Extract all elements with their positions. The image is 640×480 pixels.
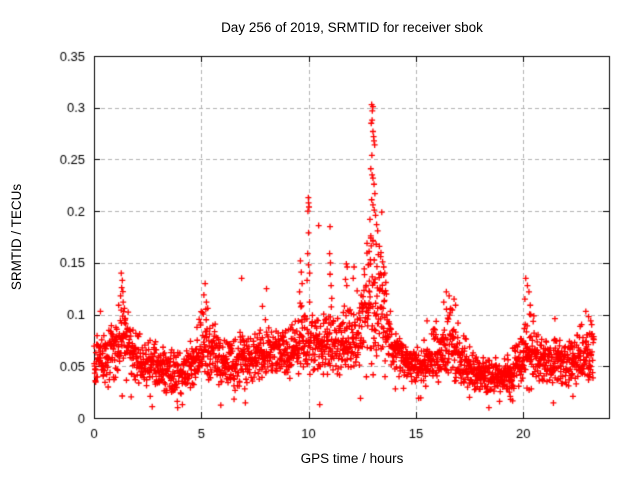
chart-title: Day 256 of 2019, SRMTID for receiver sbo… bbox=[221, 20, 483, 35]
y-axis-label: SRMTID / TECUs bbox=[9, 183, 24, 291]
x-axis-label: GPS time / hours bbox=[300, 451, 404, 466]
